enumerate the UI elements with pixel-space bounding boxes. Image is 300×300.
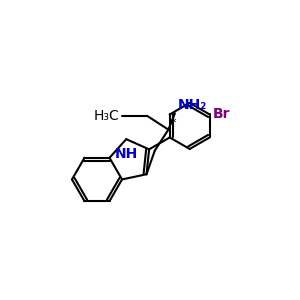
Text: *: * (170, 118, 176, 128)
Text: NH: NH (115, 146, 138, 161)
Text: NH₂: NH₂ (178, 98, 207, 112)
Text: H₃C: H₃C (94, 109, 119, 123)
Text: Br: Br (213, 107, 231, 122)
